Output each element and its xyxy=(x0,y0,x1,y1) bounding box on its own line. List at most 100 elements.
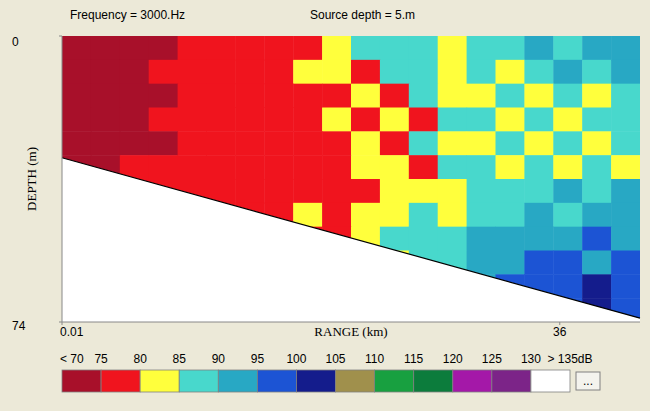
cell xyxy=(553,36,582,60)
cell xyxy=(611,203,640,227)
cell xyxy=(524,36,553,60)
cell xyxy=(582,179,611,203)
cell xyxy=(91,36,120,60)
cell xyxy=(553,131,582,155)
colorbar-label: 85 xyxy=(173,352,187,366)
cell xyxy=(264,84,293,108)
cell xyxy=(178,108,207,132)
colorbar-swatch xyxy=(257,370,296,392)
cell xyxy=(235,60,264,84)
cell xyxy=(351,155,380,179)
cell xyxy=(351,60,380,84)
cell xyxy=(62,36,91,60)
cell xyxy=(380,179,409,203)
cell xyxy=(611,227,640,251)
cell xyxy=(467,60,496,84)
cell xyxy=(496,179,525,203)
colorbar-label: 110 xyxy=(365,352,384,366)
cell xyxy=(351,84,380,108)
cell xyxy=(582,298,611,322)
seabed xyxy=(62,158,640,318)
cell xyxy=(438,131,467,155)
y-axis-line xyxy=(62,36,63,322)
cell xyxy=(553,179,582,203)
cell xyxy=(611,274,640,298)
cell xyxy=(553,298,582,322)
cell xyxy=(380,60,409,84)
cell xyxy=(264,155,293,179)
cell xyxy=(467,155,496,179)
cell xyxy=(91,108,120,132)
colorbar-swatch xyxy=(492,370,531,392)
cell xyxy=(149,84,178,108)
cell xyxy=(553,155,582,179)
cell xyxy=(264,36,293,60)
cell xyxy=(467,131,496,155)
cell xyxy=(496,131,525,155)
cell xyxy=(322,131,351,155)
cell xyxy=(322,227,351,251)
cell xyxy=(235,36,264,60)
cell xyxy=(438,108,467,132)
cell xyxy=(322,36,351,60)
cell xyxy=(582,274,611,298)
more-button[interactable] xyxy=(576,372,600,390)
cell xyxy=(582,227,611,251)
cell xyxy=(553,60,582,84)
title: Frequency = 3000.Hz xyxy=(70,8,185,22)
colorbar-swatch xyxy=(336,370,375,392)
cell xyxy=(207,108,236,132)
cell xyxy=(467,179,496,203)
cell xyxy=(553,203,582,227)
cell xyxy=(322,179,351,203)
cell xyxy=(120,155,149,179)
colorbar-label: 90 xyxy=(212,352,226,366)
cell xyxy=(120,179,149,203)
cell xyxy=(409,36,438,60)
colorbar-swatch xyxy=(414,370,453,392)
x-tick xyxy=(559,322,560,325)
cell xyxy=(611,36,640,60)
cell xyxy=(409,108,438,132)
cell xyxy=(409,131,438,155)
cell xyxy=(409,84,438,108)
cell xyxy=(178,60,207,84)
cell xyxy=(120,131,149,155)
y-axis-title: DEPTH (m) xyxy=(24,147,39,211)
cell xyxy=(553,227,582,251)
cell xyxy=(611,108,640,132)
colorbar-swatch xyxy=(296,370,335,392)
x-axis-line xyxy=(62,322,640,323)
cell xyxy=(120,108,149,132)
cell xyxy=(496,203,525,227)
colorbar-label: 115 xyxy=(404,352,423,366)
cell xyxy=(496,251,525,275)
cell xyxy=(438,227,467,251)
cell xyxy=(235,108,264,132)
cell xyxy=(524,131,553,155)
cell xyxy=(438,36,467,60)
cell xyxy=(62,108,91,132)
cell xyxy=(235,131,264,155)
cell xyxy=(438,155,467,179)
cell xyxy=(553,84,582,108)
cell xyxy=(611,251,640,275)
cell xyxy=(438,60,467,84)
cell xyxy=(467,36,496,60)
cell xyxy=(178,84,207,108)
cell xyxy=(409,227,438,251)
cell xyxy=(524,84,553,108)
cell xyxy=(149,108,178,132)
colorbar-label: 75 xyxy=(94,352,108,366)
cell xyxy=(293,227,322,251)
cell xyxy=(380,251,409,275)
cell xyxy=(207,131,236,155)
cell xyxy=(582,203,611,227)
cell xyxy=(496,227,525,251)
cell xyxy=(91,60,120,84)
cell xyxy=(178,155,207,179)
cell xyxy=(207,36,236,60)
cell xyxy=(582,36,611,60)
cell xyxy=(62,84,91,108)
cell xyxy=(120,36,149,60)
